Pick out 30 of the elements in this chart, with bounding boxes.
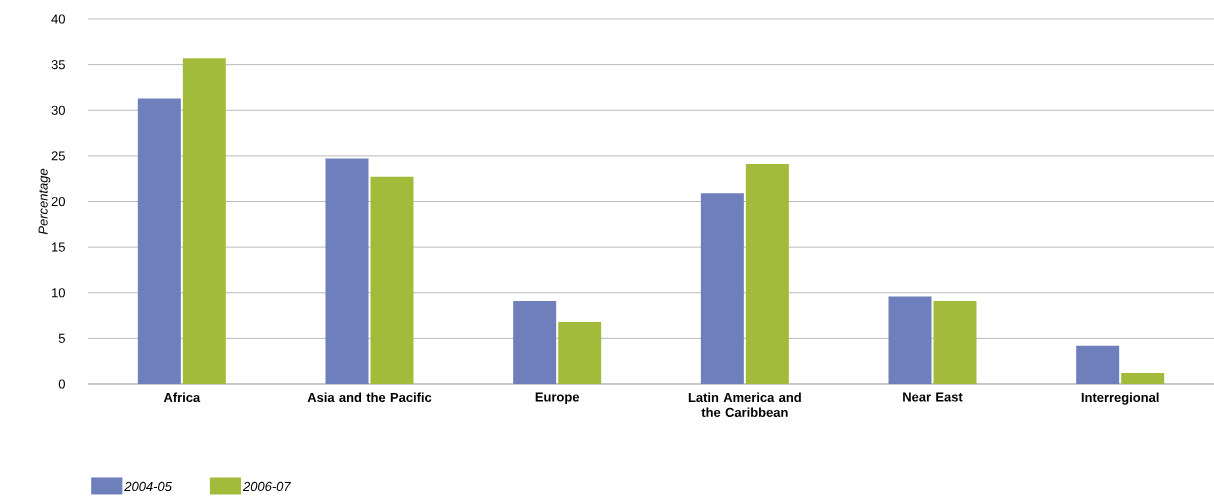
- y-tick-label: 0: [58, 379, 65, 389]
- legend-label: 2006-07: [242, 481, 291, 492]
- y-tick-label: 10: [52, 288, 65, 298]
- legend-label: 2004-05: [124, 481, 172, 492]
- bar: [558, 321, 602, 384]
- bar: [933, 300, 977, 384]
- y-tick-label: 5: [58, 333, 65, 343]
- y-tick-label: 15: [52, 242, 65, 252]
- x-tick-label: Interregional: [1081, 392, 1159, 405]
- y-tick-label: 30: [51, 105, 65, 115]
- bar: [182, 58, 226, 384]
- y-tick-label: 35: [51, 60, 65, 70]
- bar: [137, 98, 181, 384]
- y-axis-title: Percentage: [38, 168, 51, 235]
- bar: [745, 164, 789, 384]
- bar: [888, 296, 932, 384]
- y-tick-label: 25: [51, 151, 65, 161]
- bar: [370, 176, 414, 384]
- x-tick-label: Latin America and the Caribbean: [688, 392, 801, 417]
- bar: [1076, 345, 1120, 384]
- x-tick-label: Europe: [535, 392, 580, 405]
- y-tick-label: 40: [51, 14, 65, 24]
- bar: [700, 193, 744, 384]
- bar: [513, 300, 557, 384]
- x-tick-label: Africa: [163, 392, 201, 403]
- bar: [1121, 373, 1165, 384]
- y-tick-label: 20: [51, 196, 65, 207]
- x-tick-label: Near East: [903, 392, 963, 402]
- x-tick-label: Asia and the Pacific: [307, 392, 432, 403]
- bar: [325, 158, 369, 384]
